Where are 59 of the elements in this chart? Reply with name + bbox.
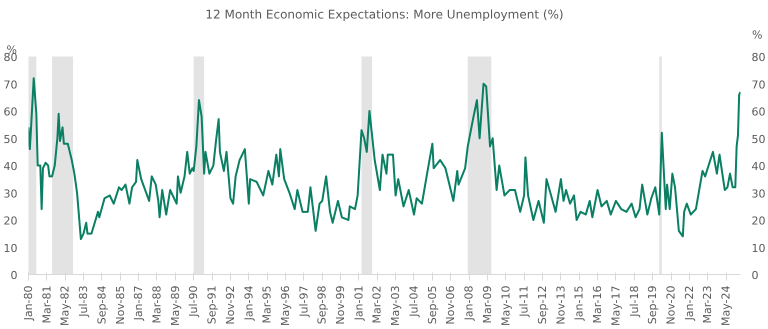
y-tick-label: 30 — [4, 187, 18, 200]
x-tick-label: Sep-19 — [646, 285, 660, 324]
x-tick-label: Nov-85 — [114, 286, 127, 325]
x-tick-label: Nov-20 — [664, 286, 678, 325]
line-series — [28, 77, 740, 240]
x-tick-label: Jul-04 — [407, 285, 420, 318]
y2-tick-label: 50 — [752, 132, 766, 146]
x-tick-label: Sep-05 — [426, 285, 439, 324]
x-tick-label: Jan-80 — [22, 285, 35, 322]
x-tick-label: May-17 — [609, 286, 622, 326]
x-tick-label: Jul-11 — [518, 285, 531, 318]
x-tick-label: Nov-99 — [334, 286, 348, 325]
x-tick-label: Jan-94 — [242, 285, 256, 322]
x-tick-label: Nov-92 — [224, 286, 237, 325]
y-tick-label: 10 — [4, 242, 18, 255]
x-tick-label: Jul-97 — [297, 285, 310, 318]
x-tick-label: Mar-95 — [260, 285, 274, 324]
y-tick-label: 60 — [4, 106, 18, 118]
x-tick-label: Mar-81 — [40, 285, 54, 324]
x-tick-label: Jan-22 — [682, 285, 696, 322]
x-tick-label: Sep-98 — [316, 285, 329, 324]
y-tick-label: 50 — [4, 132, 18, 146]
x-tick-label: Jul-83 — [77, 285, 90, 318]
x-tick-label: Sep-84 — [95, 285, 108, 324]
y2-axis-title: % — [752, 28, 762, 42]
y2-tick-label: 60 — [752, 106, 766, 118]
x-tick-label: May-03 — [389, 286, 402, 326]
y2-tick-label: 10 — [752, 242, 766, 255]
chart-title: 12 Month Economic Expectations: More Unemployment (%) — [205, 8, 564, 22]
y-tick-label: 40 — [4, 160, 18, 173]
x-tick-label: Mar-88 — [150, 285, 164, 324]
x-tick-label: Sep-91 — [206, 285, 219, 324]
x-tick-label: Mar-09 — [480, 285, 494, 324]
x-tick-label: Jul-90 — [187, 285, 200, 318]
y-tick-label: 0 — [10, 269, 18, 282]
y2-tick-label: 0 — [752, 269, 758, 282]
y2-tick-label: 80 — [752, 51, 766, 64]
x-tick-label: Mar-23 — [701, 285, 714, 324]
x-tick-label: Jan-08 — [462, 285, 476, 322]
x-tick-label: Jan-87 — [132, 285, 146, 322]
x-tick-label: May-96 — [278, 286, 292, 326]
x-tick-label: May-82 — [58, 286, 72, 326]
x-tick-label: Jan-01 — [352, 285, 366, 322]
y2-tick-label: 20 — [752, 214, 766, 228]
x-tick-label: May-10 — [499, 286, 512, 326]
y2-tick-label: 40 — [752, 160, 766, 173]
y2-tick-label: 30 — [752, 187, 766, 200]
x-tick-label: Mar-02 — [370, 285, 384, 324]
x-tick-label: May-89 — [168, 286, 182, 326]
y2-tick-label: 70 — [752, 78, 766, 92]
y-tick-label: 70 — [4, 78, 18, 92]
x-tick-label: Jan-15 — [572, 285, 586, 322]
x-tick-label: May-24 — [720, 286, 733, 326]
x-tick-label: Mar-16 — [591, 285, 604, 324]
x-tick-label: Jul-18 — [628, 285, 641, 318]
x-tick-label: Nov-13 — [554, 286, 568, 325]
x-tick-label: Sep-12 — [536, 285, 550, 324]
y-tick-label: 20 — [4, 214, 18, 228]
x-tick-label: Nov-06 — [444, 286, 458, 325]
